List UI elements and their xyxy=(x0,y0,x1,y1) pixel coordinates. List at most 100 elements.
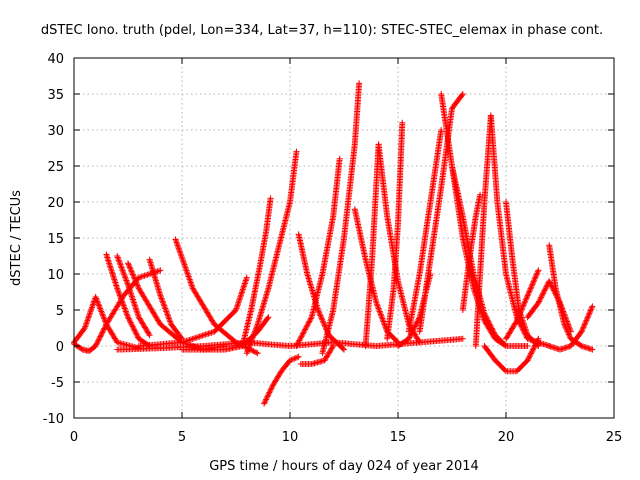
data-point xyxy=(96,304,103,311)
data-point xyxy=(297,336,304,343)
series-arc10 xyxy=(243,148,300,357)
data-point xyxy=(164,312,171,319)
data-point xyxy=(180,258,187,265)
data-point xyxy=(521,301,527,307)
data-point xyxy=(339,345,346,352)
data-point xyxy=(336,155,343,162)
data-point xyxy=(129,322,136,329)
data-point xyxy=(289,356,296,363)
data-point xyxy=(378,312,385,319)
data-point xyxy=(127,319,134,326)
data-point xyxy=(84,316,91,323)
data-point xyxy=(125,315,132,322)
data-point xyxy=(287,357,293,364)
data-point xyxy=(534,268,541,275)
data-point xyxy=(458,92,465,99)
data-point xyxy=(92,294,99,301)
data-point xyxy=(542,286,549,293)
data-point xyxy=(409,327,416,334)
data-point xyxy=(159,296,166,303)
data-point xyxy=(407,331,414,338)
data-point xyxy=(121,273,128,280)
data-point xyxy=(124,312,131,319)
data-point xyxy=(188,280,195,287)
data-point xyxy=(98,308,105,315)
data-point xyxy=(517,309,524,316)
data-point xyxy=(315,307,322,313)
data-point xyxy=(101,325,108,332)
data-point xyxy=(189,283,196,290)
data-point xyxy=(167,319,174,326)
data-point xyxy=(525,354,532,361)
series-arc26 xyxy=(459,191,484,313)
data-point xyxy=(528,282,535,289)
data-point xyxy=(380,318,387,325)
data-point xyxy=(316,311,323,318)
data-point xyxy=(99,312,106,319)
data-point xyxy=(406,334,413,341)
data-point xyxy=(526,288,533,295)
y-tick-label: 15 xyxy=(47,232,64,247)
data-point xyxy=(133,330,140,337)
data-point xyxy=(86,310,93,317)
data-point xyxy=(532,274,539,281)
data-point xyxy=(251,328,258,335)
data-point xyxy=(528,284,535,291)
data-point xyxy=(80,326,87,333)
series-arc31 xyxy=(503,267,542,342)
data-point xyxy=(87,308,94,315)
data-point xyxy=(534,338,541,345)
data-point xyxy=(264,393,271,400)
data-point xyxy=(532,341,539,348)
data-point xyxy=(518,308,524,314)
data-point xyxy=(530,346,536,353)
data-point xyxy=(162,305,169,312)
data-point xyxy=(546,278,553,285)
data-point xyxy=(100,326,107,333)
data-point xyxy=(134,282,141,289)
y-tick-label: 40 xyxy=(47,52,64,67)
data-point xyxy=(265,390,272,397)
data-point xyxy=(117,294,124,301)
data-point xyxy=(161,304,168,311)
data-point xyxy=(538,293,545,300)
data-point xyxy=(293,148,300,155)
data-point xyxy=(377,311,384,318)
data-point xyxy=(252,325,259,332)
data-point xyxy=(563,325,570,332)
data-point xyxy=(541,287,548,294)
data-point xyxy=(175,245,182,252)
data-point xyxy=(176,248,183,255)
data-point xyxy=(157,267,164,274)
data-point xyxy=(118,264,125,271)
data-point xyxy=(524,292,531,299)
x-tick-label: 15 xyxy=(390,430,407,445)
data-point xyxy=(97,307,104,313)
data-point xyxy=(582,320,589,327)
y-tick-label: 25 xyxy=(47,160,64,175)
data-point xyxy=(302,325,309,332)
data-point xyxy=(135,284,142,290)
data-point xyxy=(522,326,529,333)
data-point xyxy=(299,330,306,337)
data-point xyxy=(83,319,90,326)
data-point xyxy=(488,324,495,331)
data-point xyxy=(100,328,107,335)
data-point xyxy=(114,286,121,293)
data-point xyxy=(530,278,537,285)
data-point xyxy=(329,344,336,351)
data-point xyxy=(531,343,538,350)
data-point xyxy=(298,333,305,340)
data-point xyxy=(513,317,520,324)
data-point xyxy=(262,397,269,404)
data-point xyxy=(563,327,570,334)
data-point xyxy=(299,332,306,339)
data-point xyxy=(379,317,386,324)
data-point xyxy=(131,327,138,334)
data-point xyxy=(122,276,129,283)
data-point xyxy=(132,278,139,285)
data-point xyxy=(185,272,192,279)
data-point xyxy=(514,316,521,323)
series-arc20 xyxy=(384,119,406,342)
data-point xyxy=(127,318,134,325)
